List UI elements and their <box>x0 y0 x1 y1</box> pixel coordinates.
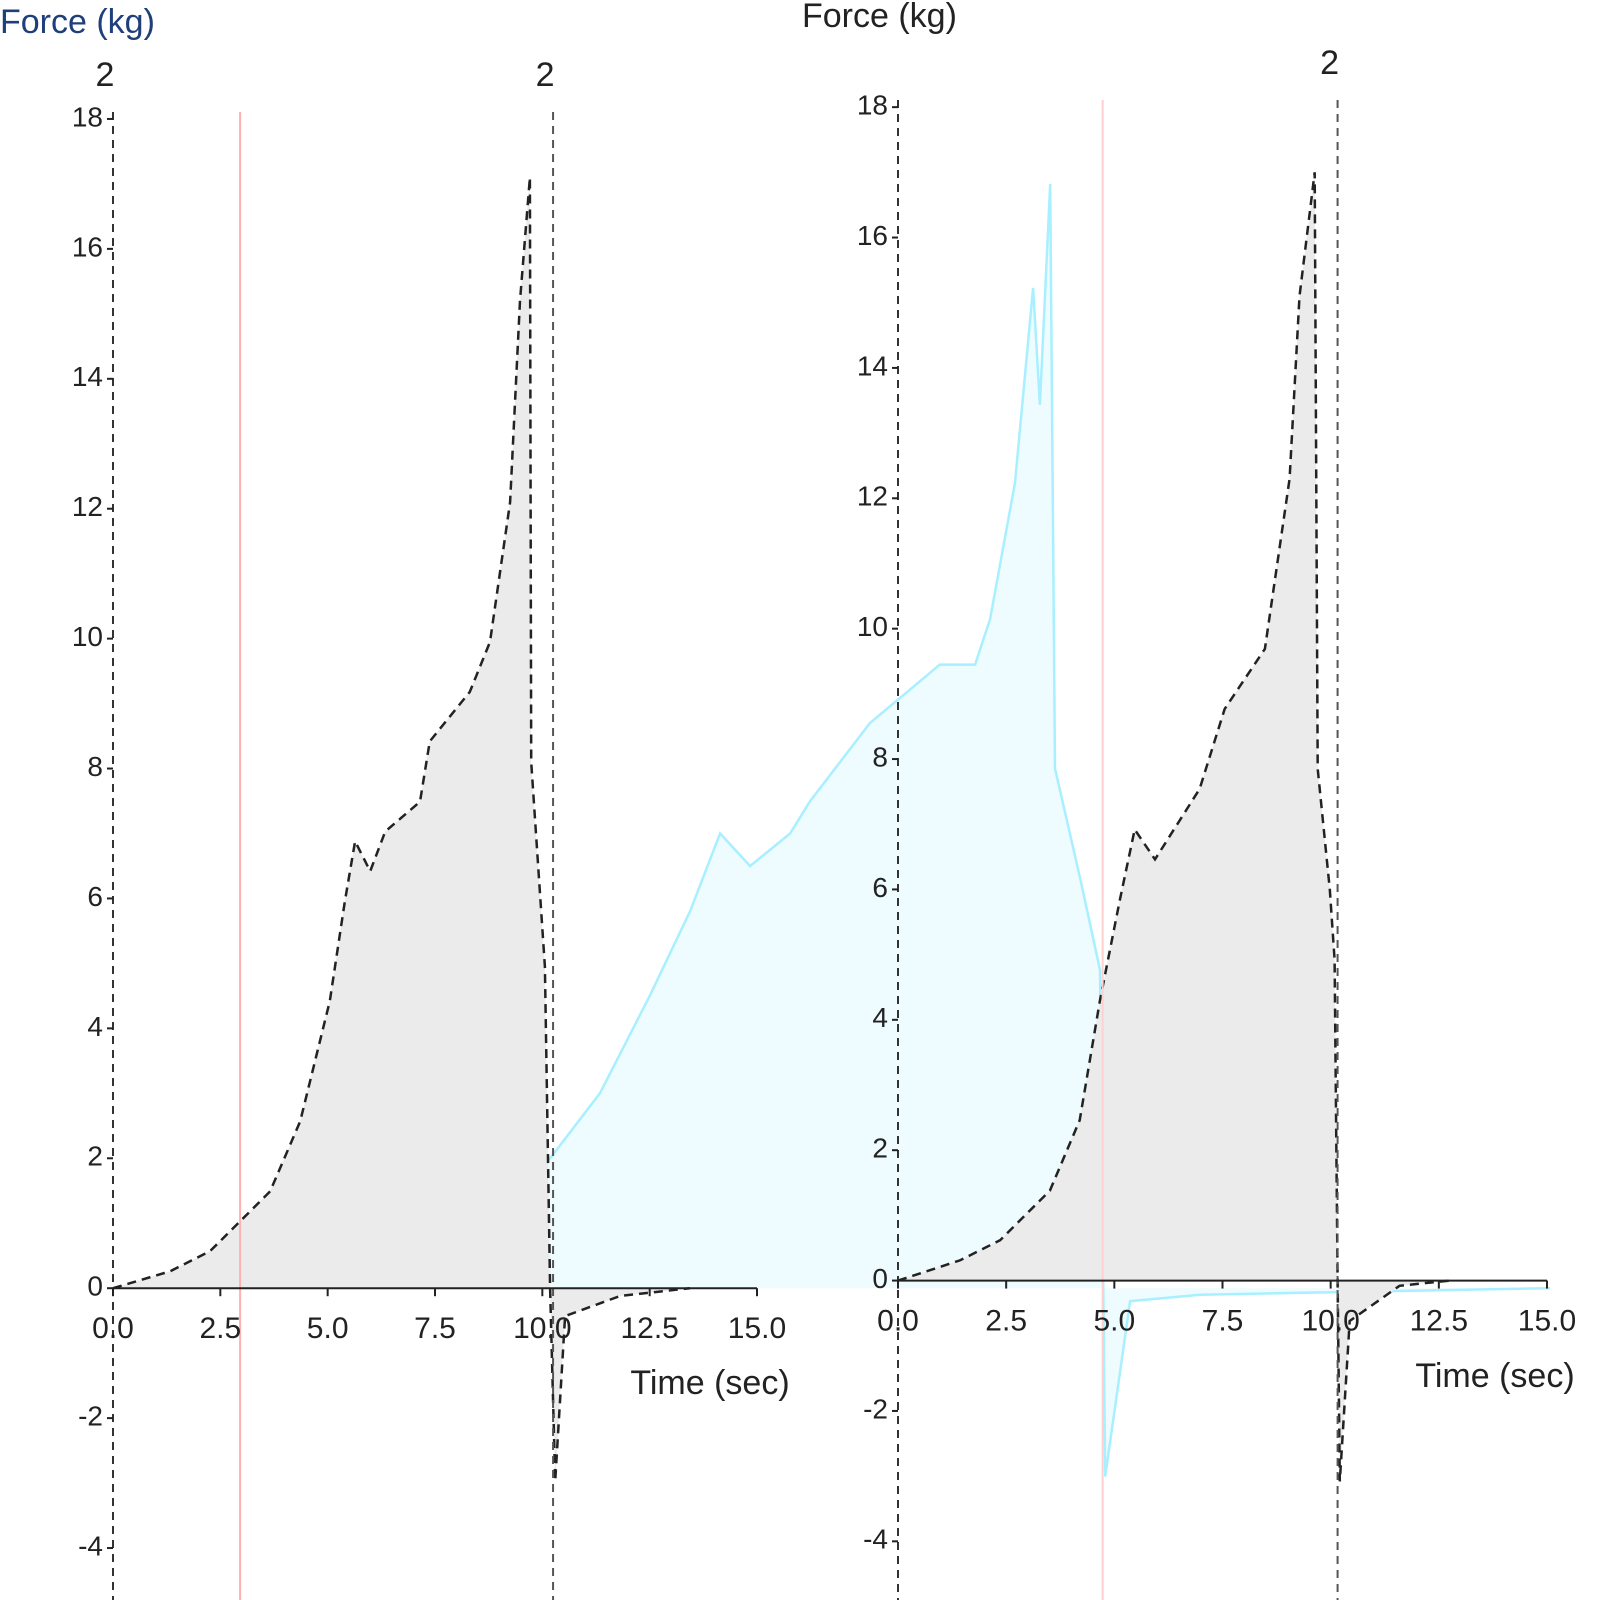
y-tick-label: 16 <box>857 220 888 251</box>
y-tick-label: -4 <box>863 1524 888 1555</box>
y-tick-label: 10 <box>857 611 888 642</box>
x-axis-label: Time (sec) <box>630 1364 789 1402</box>
x-tick-label: 10.0 <box>1301 1304 1359 1337</box>
y-tick-label: 4 <box>87 1011 103 1042</box>
y-tick-label: 16 <box>72 231 103 262</box>
x-tick-label: 15.0 <box>1518 1304 1576 1337</box>
y-tick-label: 0 <box>87 1271 103 1302</box>
x-tick-label: 0.0 <box>92 1312 134 1345</box>
x-tick-label: 7.5 <box>414 1312 456 1345</box>
area <box>113 177 690 1482</box>
y-axis-label: Force (kg) <box>802 0 957 35</box>
reference-label: 2 <box>536 56 555 94</box>
x-tick-label: 2.5 <box>985 1304 1027 1337</box>
y-tick-label: -2 <box>78 1401 103 1432</box>
x-axis-label: Time (sec) <box>1415 1357 1574 1395</box>
y-tick-label: 8 <box>872 741 888 772</box>
y-tick-label: 6 <box>872 872 888 903</box>
y-tick-label: 0 <box>872 1263 888 1294</box>
y-tick-label: 12 <box>857 481 888 512</box>
x-tick-label: 2.5 <box>199 1312 241 1345</box>
area <box>240 183 1551 1477</box>
y-tick-label: 14 <box>857 350 888 381</box>
x-tick-label: 10.0 <box>513 1312 571 1345</box>
y-tick-label: 2 <box>872 1133 888 1164</box>
y-tick-label: 18 <box>72 101 103 132</box>
reference-label: 2 <box>96 56 115 94</box>
y-tick-label: 14 <box>72 361 103 392</box>
x-tick-label: 12.5 <box>1410 1304 1468 1337</box>
y-tick-label: -4 <box>78 1530 103 1561</box>
x-tick-label: 15.0 <box>728 1312 786 1345</box>
x-tick-label: 7.5 <box>1202 1304 1244 1337</box>
x-tick-label: 5.0 <box>1093 1304 1135 1337</box>
y-tick-label: 10 <box>72 621 103 652</box>
x-tick-label: 0.0 <box>877 1304 919 1337</box>
y-tick-label: 2 <box>87 1141 103 1172</box>
y-tick-label: 4 <box>872 1002 888 1033</box>
line <box>239 183 1551 1477</box>
x-tick-label: 12.5 <box>620 1312 678 1345</box>
y-tick-label: 12 <box>72 491 103 522</box>
y-axis-label: Force (kg) <box>0 3 155 41</box>
y-tick-label: 18 <box>857 90 888 121</box>
area <box>898 172 1450 1482</box>
y-tick-label: 6 <box>87 881 103 912</box>
y-tick-label: 8 <box>87 751 103 782</box>
y-tick-label: -2 <box>863 1393 888 1424</box>
x-tick-label: 5.0 <box>307 1312 349 1345</box>
reference-label: 2 <box>1320 44 1339 82</box>
